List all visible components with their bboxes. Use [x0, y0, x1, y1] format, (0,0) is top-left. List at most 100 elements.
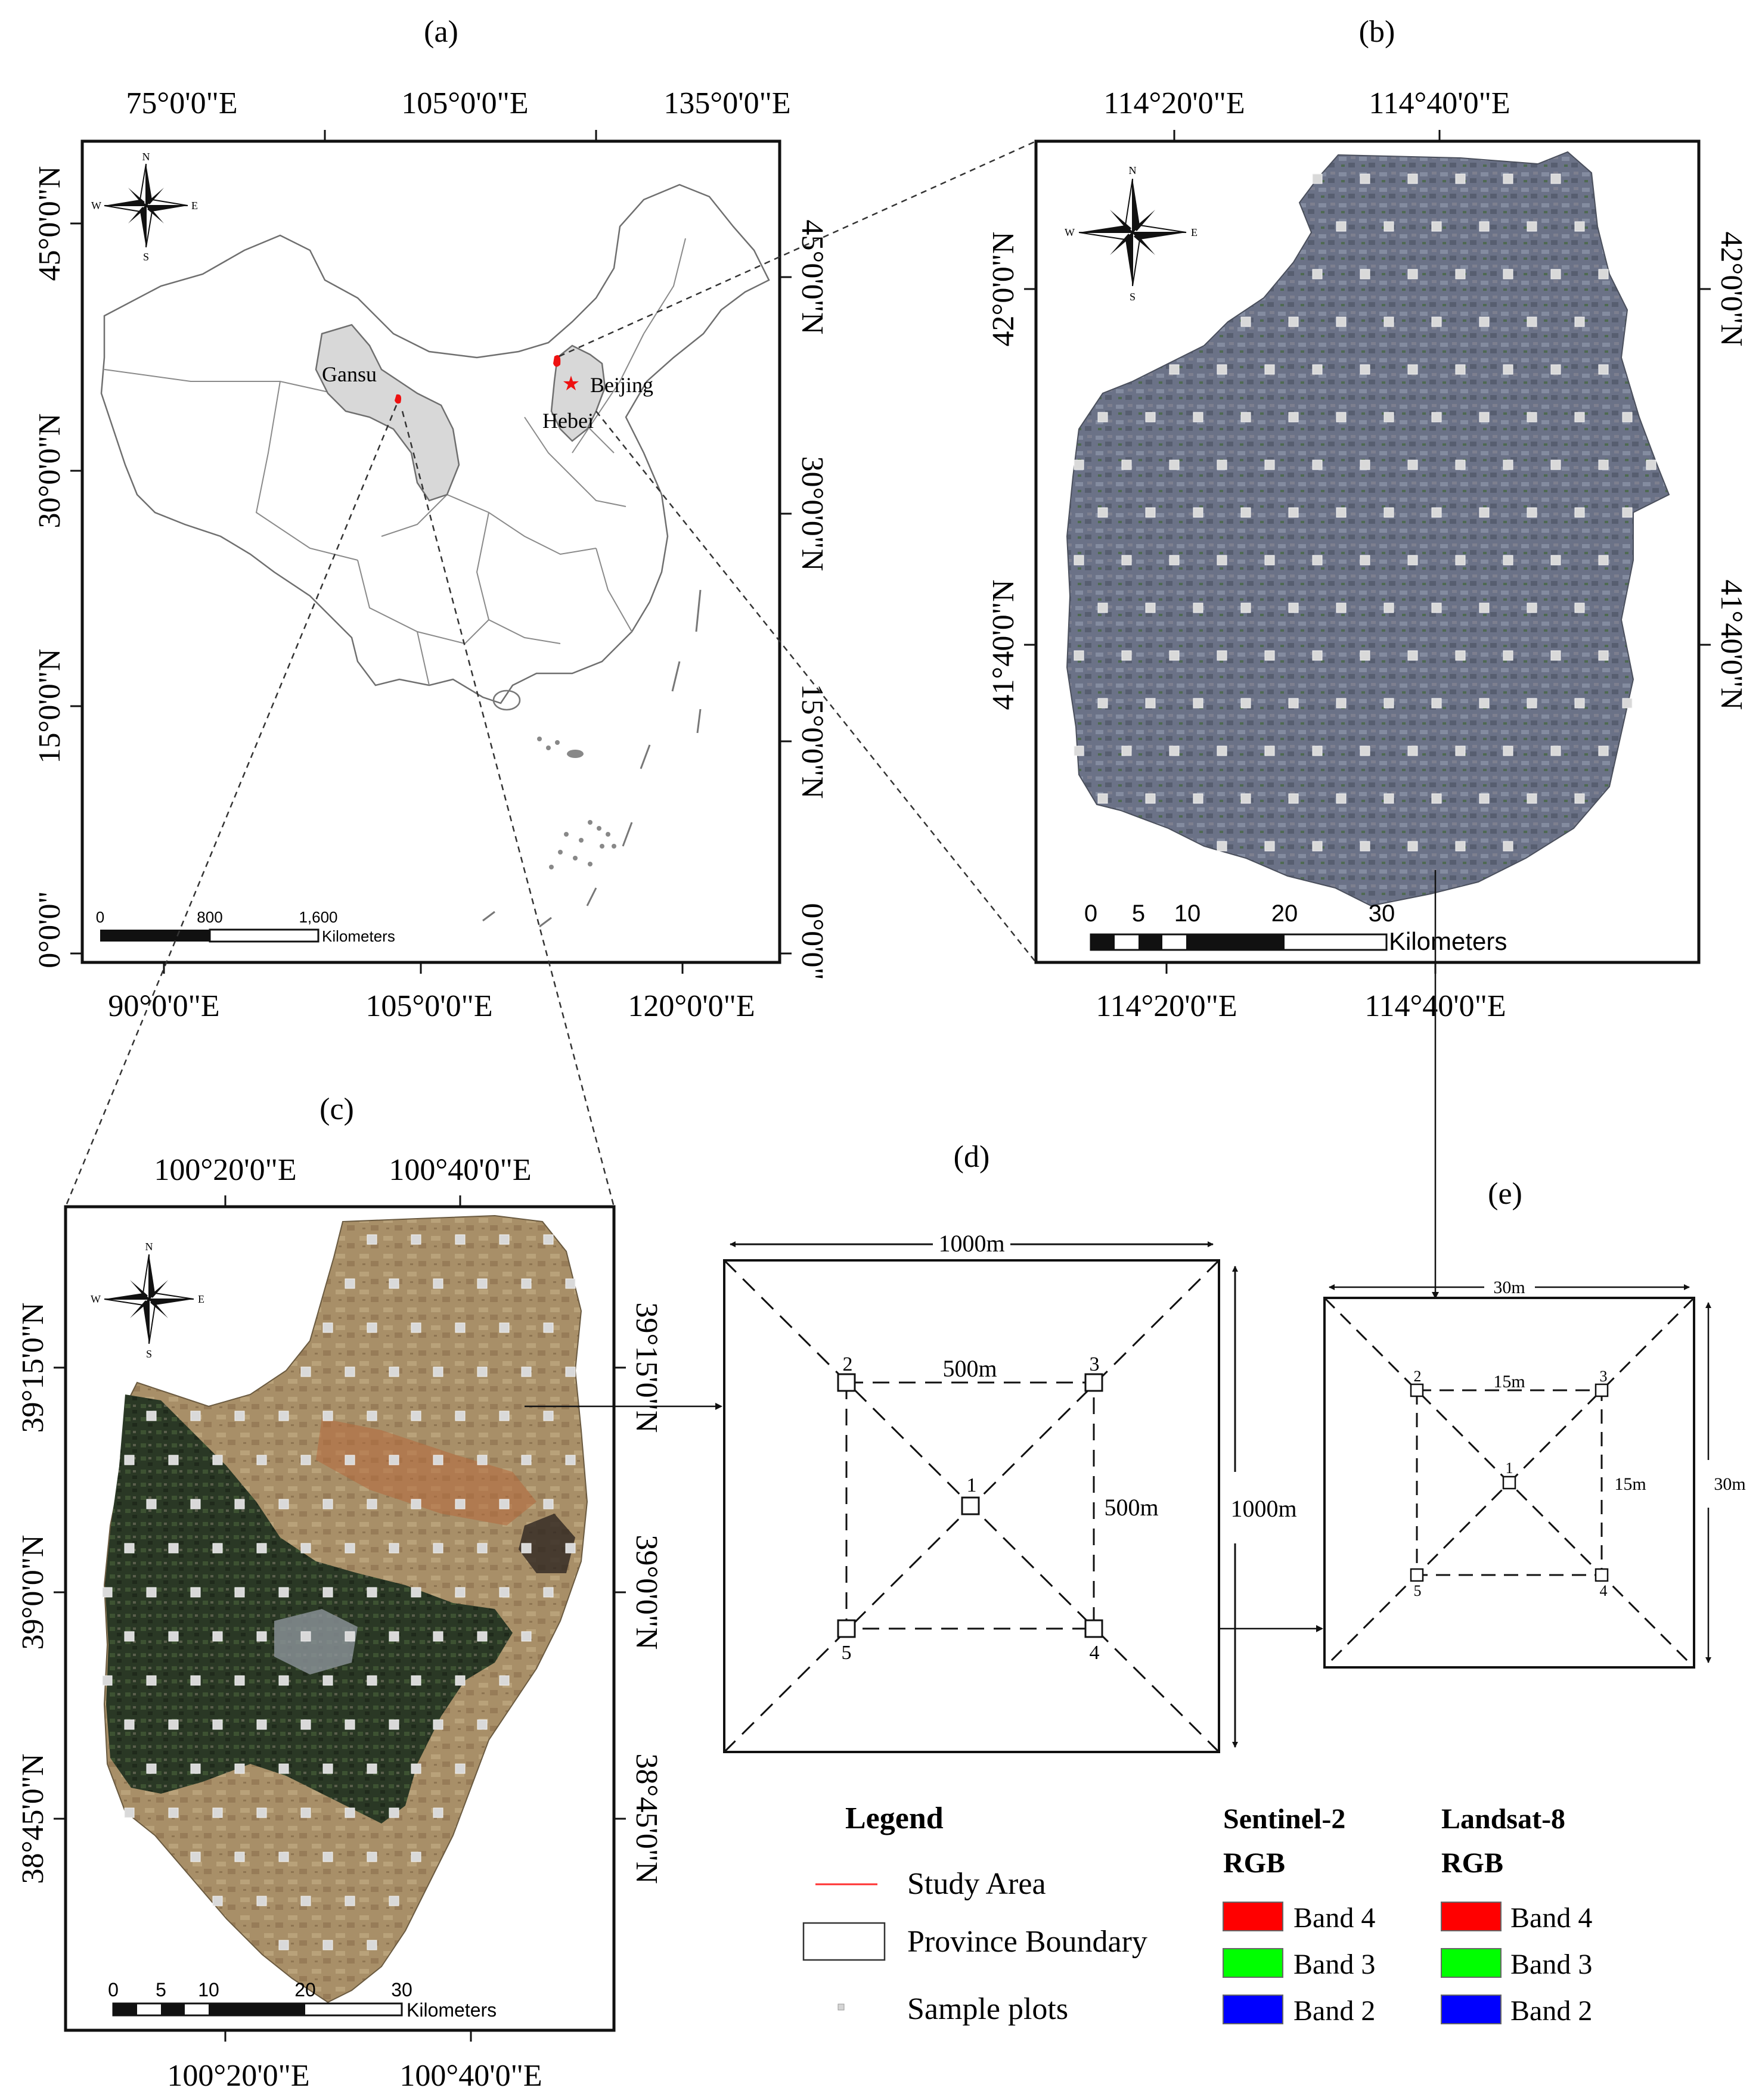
sample-plot-marker	[1431, 507, 1442, 518]
d-inner-width: 500m	[942, 1355, 997, 1382]
sample-plot-marker	[1312, 745, 1323, 756]
beijing-star-icon: ★	[562, 373, 580, 395]
e-inner-width: 15m	[1493, 1372, 1525, 1391]
sample-plot-marker	[300, 1631, 311, 1642]
sample-plot-marker	[1336, 602, 1347, 613]
svg-text:1,600: 1,600	[299, 908, 337, 926]
hebei-province	[550, 344, 606, 442]
sample-plot-marker	[1097, 412, 1108, 423]
sample-plot-marker	[278, 1587, 289, 1598]
sample-plot-marker	[1407, 650, 1418, 661]
b-bottom-lon-1: 114°20'0"E	[1096, 989, 1237, 1023]
sample-plot-marker	[1336, 793, 1347, 804]
sample-plot-marker	[455, 1499, 466, 1509]
landsat-band3-label: Band 3	[1510, 1949, 1592, 1980]
sample-plot-marker	[1145, 412, 1156, 423]
sample-plot-marker	[124, 1807, 135, 1818]
sample-plot-marker	[1527, 221, 1537, 232]
sample-plot-marker	[433, 1366, 443, 1377]
sample-plot-marker	[1407, 364, 1418, 375]
a-top-lon-1: 75°0'0"E	[126, 86, 237, 120]
panel-c: (c) N S E W	[16, 1092, 663, 2093]
sample-plot-marker	[477, 1543, 488, 1554]
sample-plot-marker	[1646, 459, 1656, 470]
sample-plot-marker	[322, 1499, 333, 1509]
c-left-lat-1: 39°15'0"N	[16, 1303, 50, 1433]
sample-plot-marker	[1431, 412, 1442, 423]
sample-plot-marker	[146, 1499, 157, 1509]
sample-plot-marker	[190, 1499, 201, 1509]
sample-plot-marker	[1407, 173, 1418, 184]
panel-d-label: (d)	[954, 1140, 990, 1174]
panel-d: (d) 2 3 1 5 4 1000m 1000m 500m 500m	[723, 1140, 1297, 1753]
landsat-band3-swatch	[1441, 1948, 1502, 1978]
sentinel-band4-label: Band 4	[1293, 1902, 1375, 1934]
e-plot-squares	[1410, 1383, 1609, 1582]
svg-text:Kilometers: Kilometers	[322, 927, 395, 945]
sample-plot-marker	[1312, 364, 1323, 375]
sample-plot-marker	[124, 1543, 135, 1554]
sample-plot-marker	[300, 1719, 311, 1730]
sample-plot-marker	[1503, 269, 1513, 279]
sentinel-title-1: Sentinel-2	[1223, 1803, 1345, 1835]
a-right-lat-4: 0°0'0"	[795, 903, 829, 980]
sample-plot-marker	[1336, 698, 1347, 709]
sample-plot-marker	[1383, 221, 1394, 232]
sample-plot-marker	[1598, 459, 1609, 470]
sentinel-title-2: RGB	[1223, 1847, 1285, 1879]
sample-plot-marker	[1407, 459, 1418, 470]
svg-text:S: S	[143, 251, 149, 263]
sample-plot-marker	[1145, 793, 1156, 804]
c-top-lon-1: 100°20'0"E	[154, 1153, 296, 1187]
sample-plot-marker	[1193, 507, 1203, 518]
sample-plot-marker	[433, 1807, 443, 1818]
sample-plot-marker	[212, 1807, 223, 1818]
a-bottom-lon-1: 90°0'0"E	[108, 989, 219, 1023]
sample-plot-marker	[256, 1896, 267, 1906]
svg-text:5: 5	[156, 1979, 166, 2000]
sample-plot-marker	[1074, 555, 1084, 566]
c-top-lon-2: 100°40'0"E	[389, 1153, 531, 1187]
sample-plot-marker	[477, 1366, 488, 1377]
svg-text:E: E	[191, 200, 198, 212]
d-plot-label-3: 3	[1090, 1353, 1100, 1375]
sample-plot-marker	[1097, 602, 1108, 613]
sample-plot-marker	[190, 1675, 201, 1686]
sample-plot-marker	[190, 1411, 201, 1421]
scale-bar-c: 0 5 10 20 30 Kilometers	[108, 1979, 497, 2021]
sample-plot-marker	[1097, 793, 1108, 804]
sample-plot-marker	[1550, 364, 1561, 375]
sample-plot-marker	[411, 1675, 421, 1686]
b-top-lon-2: 114°40'0"E	[1369, 86, 1510, 120]
sample-plot-marker	[543, 1411, 554, 1421]
sample-plot-marker	[1503, 555, 1513, 566]
svg-text:10: 10	[1174, 900, 1201, 927]
sample-plot-marker	[146, 1587, 157, 1598]
sample-plot-marker	[499, 1322, 510, 1333]
panel-b-label: (b)	[1359, 15, 1395, 49]
sample-plot-marker	[1598, 745, 1609, 756]
c-left-lat-3: 38°45'0"N	[16, 1754, 50, 1884]
sample-plot-marker	[1503, 364, 1513, 375]
sample-plot-marker	[1169, 364, 1180, 375]
sample-plot-marker	[345, 1366, 355, 1377]
sample-plot-marker	[256, 1455, 267, 1465]
sample-plot-marker	[300, 1455, 311, 1465]
town-area	[274, 1609, 358, 1675]
sample-plot-marker	[1074, 745, 1084, 756]
a-bottom-lon-3: 120°0'0"E	[628, 989, 755, 1023]
panel-e: (e) 2 3 1 5 4 30m 30m 15m 15m	[1323, 1177, 1746, 1669]
b-right-lat-1: 42°0'0"N	[1714, 232, 1748, 347]
sample-plot-marker	[1431, 793, 1442, 804]
sample-plot-marker	[278, 1411, 289, 1421]
svg-text:Kilometers: Kilometers	[407, 1999, 497, 2021]
sample-plot-marker	[234, 1411, 245, 1421]
sample-plot-marker	[1145, 602, 1156, 613]
sample-plot-marker	[521, 1543, 532, 1554]
sample-plot-marker	[234, 1763, 245, 1774]
sample-plot-marker	[1360, 745, 1370, 756]
a-right-lat-3: 15°0'0"N	[795, 684, 829, 799]
legend-item-province: Province Boundary	[907, 1925, 1147, 1959]
sample-plot-marker	[455, 1411, 466, 1421]
sample-plot-marker	[477, 1278, 488, 1289]
